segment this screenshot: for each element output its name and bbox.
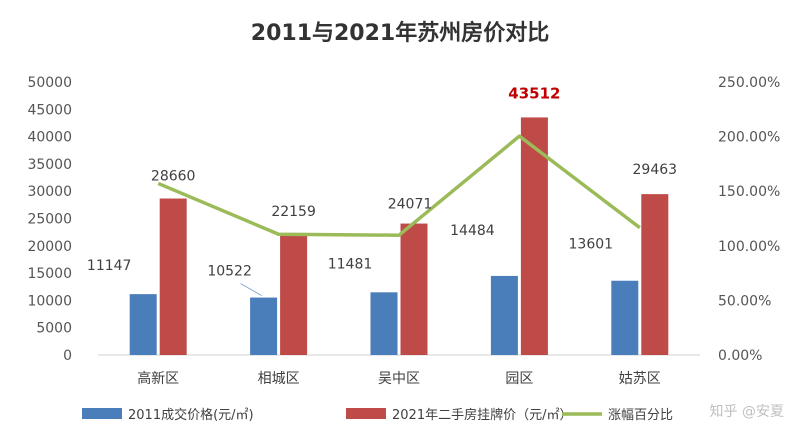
legend: 2011成交价格(元/㎡) 2021年二手房挂牌价（元/㎡） 涨幅百分比 (82, 407, 673, 423)
left-axis-tick-label: 40000 (27, 130, 72, 146)
category-label: 相城区 (258, 371, 300, 387)
left-axis-tick-label: 10000 (27, 293, 72, 309)
left-axis-tick-label: 35000 (27, 157, 72, 173)
legend-label: 涨幅百分比 (608, 408, 673, 423)
bar-2011 (250, 297, 278, 355)
left-axis-tick-label: 50000 (27, 75, 72, 91)
left-axis-tick-label: 15000 (27, 266, 72, 282)
legend-swatch (346, 408, 386, 419)
data-label: 24071 (388, 197, 433, 213)
chart-title: 2011与2021年苏州房价对比 (251, 20, 549, 46)
right-axis-tick-label: 100.00% (718, 239, 780, 255)
data-labels: 11147 10522 11481 14484 13601 28660 22159 24071… (87, 84, 678, 296)
left-axis-tick-label: 45000 (27, 102, 72, 118)
left-axis-tick-label: 20000 (27, 239, 72, 255)
data-label-highlight: 43512 (508, 84, 560, 102)
data-label: 11481 (328, 256, 373, 272)
category-label: 吴中区 (378, 371, 420, 387)
bar-2021 (280, 234, 308, 355)
right-axis-tick-label: 50.00% (718, 293, 771, 309)
legend-label: 2011成交价格(元/㎡) (128, 407, 254, 423)
right-axis-tick-label: 150.00% (718, 184, 780, 200)
bar-2021 (159, 198, 187, 355)
data-label: 29463 (633, 162, 678, 178)
bar-2011 (490, 275, 518, 355)
data-label: 14484 (450, 223, 495, 239)
left-axis-tick-label: 30000 (27, 184, 72, 200)
legend-swatch (82, 408, 122, 419)
growth-line-layer (157, 134, 641, 237)
data-label: 13601 (569, 237, 614, 253)
data-label: 10522 (207, 264, 252, 280)
bar-2011 (129, 294, 157, 355)
right-axis-tick-label: 0.00% (718, 348, 762, 364)
left-axis-tick-label: 25000 (27, 212, 72, 228)
bar-2011 (611, 280, 639, 355)
bars (129, 117, 669, 356)
data-label: 11147 (87, 258, 132, 274)
right-axis-ticks: 0.00% 50.00% 100.00% 150.00% 200.00% 250.00% (718, 75, 780, 364)
data-label: 22159 (271, 204, 316, 220)
left-axis-ticks: 0 5000 10000 15000 20000 25000 30000 35000 40000… (27, 75, 72, 364)
left-axis-tick-label: 5000 (36, 321, 72, 337)
category-labels: 高新区 相城区 吴中区 园区 姑苏区 (137, 370, 661, 387)
bar-2021 (520, 117, 548, 356)
left-axis-tick-label: 0 (63, 348, 72, 364)
bar-2011 (370, 292, 398, 355)
growth-line (157, 134, 641, 237)
right-axis-tick-label: 200.00% (718, 130, 780, 146)
right-axis-tick-label: 250.00% (718, 75, 780, 91)
watermark-text: 知乎 @安夏 (710, 403, 784, 420)
category-label: 园区 (505, 371, 533, 387)
category-label: 高新区 (137, 370, 179, 387)
data-label: 28660 (151, 169, 196, 185)
bar-2021 (641, 194, 669, 355)
bar-2021 (400, 223, 428, 355)
category-label: 姑苏区 (619, 371, 661, 387)
label-leader-line (240, 283, 262, 296)
legend-label: 2021年二手房挂牌价（元/㎡） (392, 407, 572, 423)
